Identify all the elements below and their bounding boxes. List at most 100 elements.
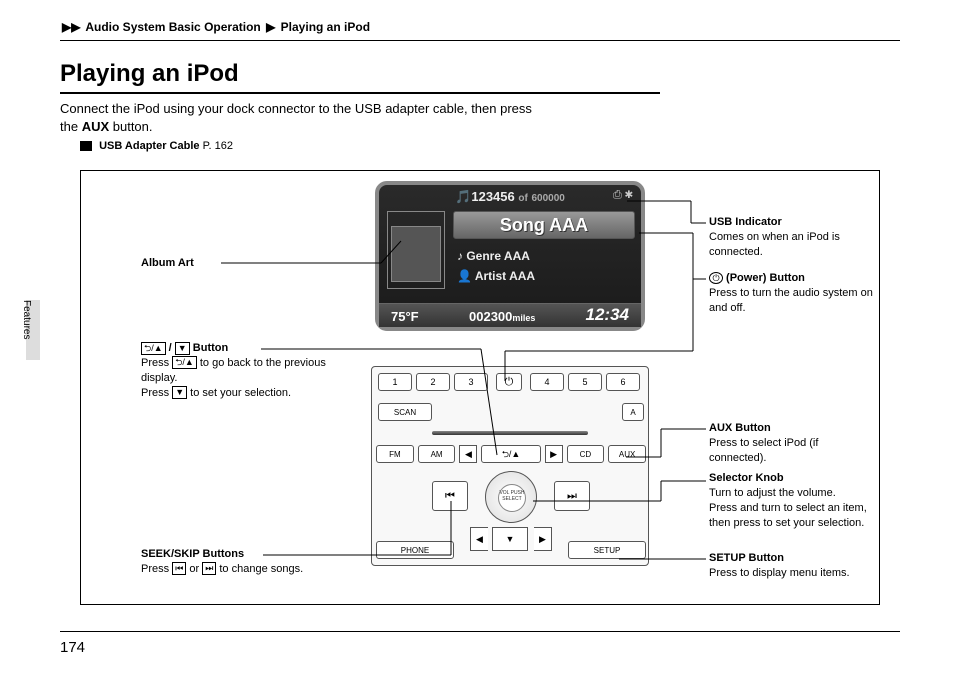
display-of: of (518, 193, 527, 204)
nav-l2-key-icon: ▼ (172, 386, 187, 399)
genre-text: Genre AAA (466, 249, 530, 263)
nav-l1-key-icon: ⮌/▲ (172, 356, 197, 369)
a-button[interactable]: A (622, 403, 644, 421)
preset-4-button[interactable]: 4 (530, 373, 564, 391)
diagram: 🎵123456 of 600000 ⎙ ✱ Song AAA ♪ Genre A… (80, 170, 880, 605)
crossref-label: USB Adapter Cable (99, 140, 199, 152)
scan-button[interactable]: SCAN (378, 403, 432, 421)
preset-5-button[interactable]: 5 (568, 373, 602, 391)
left-tri-button[interactable]: ◀ (459, 445, 477, 463)
nav-key2-icon: ▼ (175, 342, 190, 355)
display-track-num: 123456 (471, 189, 514, 204)
callout-power: ⏻ (Power) Button Press to turn the audio… (709, 271, 877, 316)
album-art-thumb (391, 226, 441, 282)
album-art-frame (387, 211, 445, 289)
back-up-button[interactable]: ⮌/▲ (481, 445, 540, 463)
power-key-icon: ⏻ (709, 272, 723, 284)
breadcrumb-level1: Audio System Basic Operation (85, 20, 260, 34)
miles-num: 002300 (469, 309, 512, 324)
section-tab-label: Features (21, 300, 32, 360)
seek-key1-icon: ⏮ (172, 562, 186, 575)
cd-slot (432, 431, 588, 435)
source-row: FM AM ◀ ⮌/▲ ▶ CD AUX (376, 445, 646, 469)
display-clock: 12:34 (586, 305, 629, 325)
miles-unit: miles (512, 313, 535, 323)
preset-row: 1 2 3 ⏻ 4 5 6 (376, 373, 646, 397)
am-button[interactable]: AM (418, 445, 456, 463)
display-temp: 75°F (391, 309, 419, 324)
callout-selector: Selector Knob Turn to adjust the volume.… (709, 471, 877, 530)
rule-bottom (60, 631, 900, 632)
breadcrumb-level2: Playing an iPod (281, 20, 370, 34)
album-art-heading: Album Art (141, 257, 194, 269)
callout-seek: SEEK/SKIP Buttons Press ⏮ or ⏭ to change… (141, 547, 321, 577)
crossref-page: P. 162 (203, 140, 233, 152)
aux-line: Press to select iPod (if connected). (709, 437, 818, 464)
page: ▶▶ Audio System Basic Operation ▶ Playin… (40, 0, 920, 674)
setup-heading: SETUP Button (709, 552, 784, 564)
selector-heading: Selector Knob (709, 472, 784, 484)
preset-2-button[interactable]: 2 (416, 373, 450, 391)
selector-line2: Press and turn to select an item, then p… (709, 502, 867, 529)
breadcrumb: ▶▶ Audio System Basic Operation ▶ Playin… (60, 20, 370, 34)
seek-post: to change songs. (216, 563, 303, 575)
power-button[interactable]: ⏻ (496, 373, 522, 391)
breadcrumb-mid-sep-icon: ▶ (266, 20, 275, 34)
display-track-counter: 🎵123456 of 600000 (379, 189, 641, 205)
seek-mid: or (186, 563, 202, 575)
display-genre: ♪ Genre AAA (457, 249, 530, 263)
callout-usb: USB Indicator Comes on when an iPod is c… (709, 215, 877, 260)
selector-line1: Turn to adjust the volume. (709, 487, 836, 499)
rule-top (60, 40, 900, 41)
cd-button[interactable]: CD (567, 445, 605, 463)
knob-label: VOL PUSH SELECT (498, 484, 526, 512)
preset-1-button[interactable]: 1 (378, 373, 412, 391)
callout-aux: AUX Button Press to select iPod (if conn… (709, 421, 877, 466)
book-icon (80, 141, 92, 151)
seek-heading: SEEK/SKIP Buttons (141, 548, 244, 560)
aux-button[interactable]: AUX (608, 445, 646, 463)
preset-6-button[interactable]: 6 (606, 373, 640, 391)
artist-text: Artist AAA (475, 269, 535, 283)
callout-album-art: Album Art (141, 256, 194, 271)
seek-next-button[interactable]: ⏭ (554, 481, 590, 511)
genre-icon: ♪ (457, 249, 463, 263)
preset-3-button[interactable]: 3 (454, 373, 488, 391)
breadcrumb-sep-icon: ▶▶ (62, 20, 80, 34)
setup-line: Press to display menu items. (709, 567, 850, 579)
intro-line1: Connect the iPod using your dock connect… (60, 101, 532, 116)
display-artist: 👤 Artist AAA (457, 269, 535, 283)
nav-key1-icon: ⮌/▲ (141, 342, 166, 355)
usb-heading: USB Indicator (709, 216, 782, 228)
seek-key2-icon: ⏭ (202, 562, 216, 575)
audio-display: 🎵123456 of 600000 ⎙ ✱ Song AAA ♪ Genre A… (375, 181, 645, 331)
callout-setup: SETUP Button Press to display menu items… (709, 551, 877, 581)
power-heading: (Power) Button (723, 272, 805, 284)
selector-knob[interactable]: VOL PUSH SELECT (485, 471, 537, 523)
right-tri-button[interactable]: ▶ (545, 445, 563, 463)
song-title-bar: Song AAA (453, 211, 635, 239)
intro-line2-post: button. (109, 119, 152, 134)
seek-pre: Press (141, 563, 172, 575)
nav-l2-post: to set your selection. (187, 387, 291, 399)
artist-icon: 👤 (457, 269, 472, 283)
aux-heading: AUX Button (709, 422, 771, 434)
callout-nav-buttons: ⮌/▲ / ▼ Button Press ⮌/▲ to go back to t… (141, 341, 331, 400)
page-number: 174 (60, 639, 85, 656)
power-line: Press to turn the audio system on and of… (709, 287, 873, 314)
intro-aux-bold: AUX (82, 119, 109, 134)
display-odometer: 002300miles (469, 309, 535, 324)
nav-l2-pre: Press (141, 387, 172, 399)
phone-button[interactable]: PHONE (376, 541, 454, 559)
display-track-total: 600000 (531, 193, 564, 204)
crossref: USB Adapter Cable P. 162 (80, 140, 233, 152)
nav-l1-pre: Press (141, 357, 172, 369)
display-bottom-bar: 75°F 002300miles 12:34 (379, 303, 641, 327)
setup-button[interactable]: SETUP (568, 541, 646, 559)
fm-button[interactable]: FM (376, 445, 414, 463)
usb-bt-icons: ⎙ ✱ (613, 189, 633, 202)
bottom-row: PHONE SETUP (376, 541, 646, 561)
intro-line2-pre: the (60, 119, 82, 134)
rule-title (60, 92, 660, 94)
seek-prev-button[interactable]: ⏮ (432, 481, 468, 511)
